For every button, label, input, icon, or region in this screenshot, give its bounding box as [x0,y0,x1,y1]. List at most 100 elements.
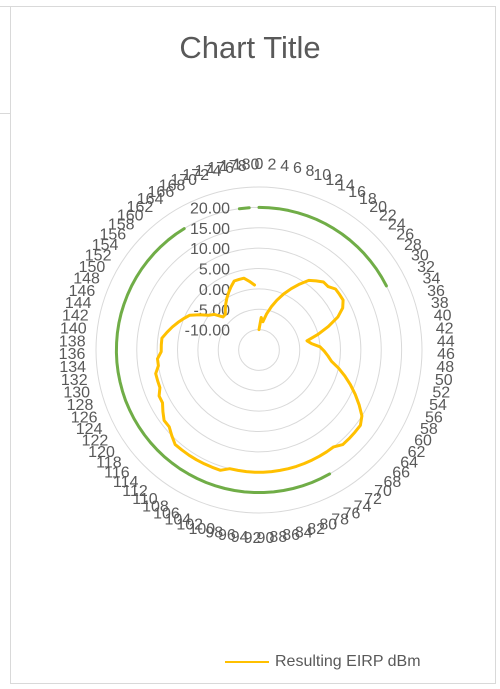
angle-label: 106 [153,505,180,522]
angle-label: 92 [244,530,262,547]
angle-label: 126 [71,409,98,426]
angle-label: 142 [62,308,89,325]
angle-label: 112 [122,483,148,500]
angle-label: 164 [137,191,164,208]
angle-label: 68 [383,474,401,491]
angle-label: 108 [142,499,169,516]
series-line-eirp [154,276,364,474]
angle-label: 100 [188,521,215,538]
angle-label: 174 [195,163,222,180]
angle-label: 72 [364,491,382,508]
angle-label: 176 [207,160,234,177]
angle-label: 42 [436,320,454,337]
angle-label: 114 [113,474,139,491]
angle-label: 154 [92,237,119,254]
angle-label: 172 [182,167,209,184]
angle-label: 170 [170,172,197,189]
angle-label: 136 [59,346,86,363]
angle-label: 18 [359,191,377,208]
angle-label: 118 [96,454,122,471]
radial-tick-label: 20.00 [190,200,230,217]
angle-label: 6 [293,160,302,177]
radial-tick-label: 15.00 [190,221,230,238]
legend-entry-label: Resulting EIRP dBm [275,653,421,670]
angle-label: 84 [295,525,313,542]
angle-label: 168 [159,177,186,194]
angle-label: 138 [59,333,86,350]
grid-ring [136,227,382,473]
angle-label: 96 [218,527,236,544]
angle-label: 88 [269,529,287,546]
angle-label: 162 [127,199,154,216]
angle-label: 160 [117,207,144,224]
angle-label: 78 [331,511,349,528]
angle-label: 104 [165,511,192,528]
angle-label: 158 [108,217,135,234]
legend-line-marker [225,661,269,663]
angle-label: 50 [435,372,453,389]
angle-label: 120 [88,444,115,461]
angle-label: 38 [431,295,449,312]
angle-label: 28 [404,237,422,254]
series-line-reference [114,205,388,494]
chart-title: Chart Title [179,30,321,65]
angle-label: 16 [348,184,366,201]
angle-label: 20 [369,199,387,216]
angle-label: 152 [85,248,112,265]
angle-label: 44 [437,333,455,350]
grid-ring [238,329,280,371]
angle-label: 8 [306,163,315,180]
angle-label: 22 [379,207,397,224]
angle-label: 86 [282,527,300,544]
angle-label: 102 [176,517,203,534]
angle-label: 14 [337,177,355,194]
angle-label: 144 [65,295,92,312]
angle-label: 52 [432,385,450,402]
angle-label: 116 [104,465,130,482]
angle-label: 134 [59,359,86,376]
angle-label: 150 [79,259,106,276]
grid-ring [217,308,301,392]
legend[interactable]: Resulting EIRP dBm [225,652,421,672]
angle-label: 146 [69,283,96,300]
angle-label: 40 [434,308,452,325]
radial-tick-label: 10.00 [190,241,230,258]
angle-label: 54 [429,397,447,414]
angle-label: 140 [60,320,87,337]
angle-label: 48 [436,359,454,376]
angle-label: 56 [425,409,443,426]
angle-label: 34 [423,271,441,288]
angle-label: 76 [343,505,361,522]
angle-label: 60 [414,433,432,450]
angle-label: 166 [148,184,175,201]
angle-label: 74 [354,499,372,516]
angle-label: 32 [417,259,435,276]
angle-label: 70 [374,483,392,500]
grid-ring [156,247,362,453]
grid-ring [177,268,341,432]
grid-ring [95,186,423,514]
angle-label: 128 [67,397,94,414]
angle-label: 4 [280,158,289,175]
angle-label: 36 [427,283,445,300]
angle-label: 90 [257,530,275,547]
angle-label: 24 [388,217,406,234]
angle-label: 62 [408,444,426,461]
angle-label: 98 [205,525,223,542]
angle-label: 178 [220,158,247,175]
angle-label: 2 [267,156,276,173]
grid-layer [95,186,423,514]
grid-ring [197,288,321,412]
chart-area[interactable] [10,6,496,684]
angle-label: 26 [396,226,414,243]
radial-tick-label: -10.00 [185,323,230,340]
angle-label: 10 [313,167,331,184]
radial-tick-label: 0.00 [199,282,230,299]
angle-label: 132 [61,372,88,389]
angle-label: 122 [82,433,109,450]
angle-label: 58 [420,421,438,438]
angle-label: 94 [231,529,249,546]
angle-label: 64 [400,454,418,471]
